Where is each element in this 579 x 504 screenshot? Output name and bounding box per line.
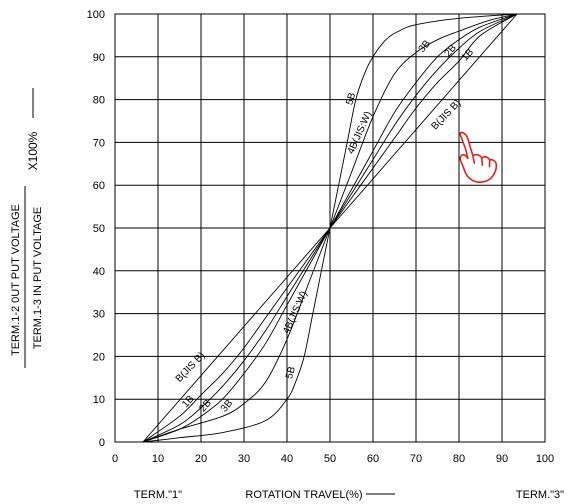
x-tick-label: 10 xyxy=(152,453,164,465)
x-tick-label: 50 xyxy=(324,453,336,465)
y-tick-label: 0 xyxy=(99,437,105,449)
x-tick-label: 0 xyxy=(112,453,118,465)
tick-layer: 0 10 20 30 40 50 60 70 80 90 100 0 10 20 30 40 50 60 70 80 9… xyxy=(87,9,555,465)
y-tick-label: 80 xyxy=(93,95,105,107)
y-axis-label: TERM.1-2 0UT PUT VOLTAGE TERM.1-3 IN PUT… xyxy=(10,88,44,368)
x-tick-label: 20 xyxy=(195,453,207,465)
x-axis-label: ROTATION TRAVEL(%) xyxy=(245,489,362,501)
x-tick-label: 40 xyxy=(281,453,293,465)
x-tick-label: 70 xyxy=(410,453,422,465)
curve-layer xyxy=(142,13,518,443)
curve-label: 5B xyxy=(344,91,358,106)
curve-b-jis-b- xyxy=(142,13,518,443)
x-tick-label: 80 xyxy=(453,453,465,465)
curve-label: B(JIS B) xyxy=(174,350,208,384)
y-axis-multiplier: X100% xyxy=(26,131,40,170)
y-tick-label: 90 xyxy=(93,52,105,64)
plot-frame xyxy=(114,13,546,443)
y-tick-label: 20 xyxy=(93,351,105,363)
y-axis-label-denominator: TERM.1-3 IN PUT VOLTAGE xyxy=(32,207,44,349)
y-axis-label-numerator: TERM.1-2 0UT PUT VOLTAGE xyxy=(10,204,22,356)
curve-label: 1B xyxy=(460,47,477,64)
y-tick-label: 10 xyxy=(93,394,105,406)
curve-label: 2B xyxy=(197,398,214,415)
curve-4b-jis-w- xyxy=(142,13,518,443)
x-tick-label: 100 xyxy=(536,453,554,465)
y-tick-label: 50 xyxy=(93,223,105,235)
y-tick-label: 60 xyxy=(93,180,105,192)
x-axis-right-terminal-label: TERM."3" xyxy=(516,489,564,501)
curve-label: B(JIS B) xyxy=(430,98,464,132)
x-tick-label: 60 xyxy=(367,453,379,465)
curve-5b xyxy=(142,13,518,443)
hand-pointer-icon xyxy=(459,131,498,183)
x-tick-label: 90 xyxy=(496,453,508,465)
x-tick-label: 30 xyxy=(238,453,250,465)
y-tick-label: 100 xyxy=(87,9,105,21)
curve-label: 3B xyxy=(417,38,434,55)
curve-label: 4B(JIS:W) xyxy=(281,290,310,336)
y-tick-label: 40 xyxy=(93,266,105,278)
curve-label: 5B xyxy=(284,365,298,380)
curve-label-layer: 5B5B4B(JIS:W)4B(JIS:W)3B3B2B2B1B1BB(JIS … xyxy=(174,38,477,414)
x-axis-left-terminal-label: TERM."1" xyxy=(134,489,182,501)
y-tick-label: 30 xyxy=(93,309,105,321)
y-tick-label: 70 xyxy=(93,137,105,149)
